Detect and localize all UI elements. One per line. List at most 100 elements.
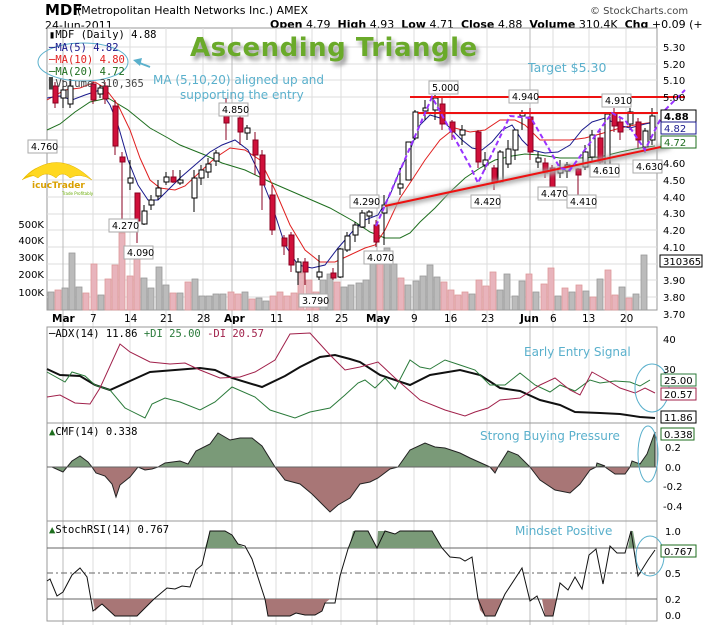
svg-text:20: 20 (620, 313, 633, 325)
ma20-line (46, 97, 656, 239)
svg-text:4.410: 4.410 (570, 197, 597, 208)
svg-text:4.88: 4.88 (664, 112, 689, 123)
svg-text:9: 9 (411, 313, 418, 325)
svg-text:4.630: 4.630 (636, 162, 663, 173)
svg-text:3.70: 3.70 (663, 310, 685, 321)
svg-text:11: 11 (270, 313, 283, 325)
svg-text:18: 18 (306, 313, 319, 325)
svg-text:20.57: 20.57 (664, 390, 693, 401)
svg-text:310365: 310365 (663, 257, 701, 268)
svg-text:4.60: 4.60 (663, 159, 685, 170)
adx-legend: ─ADX(14) 11.86 +DI 25.00 -DI 20.57 (49, 328, 264, 340)
svg-text:300K: 300K (18, 253, 44, 264)
price-tags: 4.88 4.82 4.72 310365 (659, 109, 703, 268)
cmf-area (47, 431, 656, 513)
svg-text:1.0: 1.0 (665, 527, 681, 538)
svg-text:0.767: 0.767 (664, 547, 693, 558)
cmf-legend: ▲CMF(14) 0.338 (49, 426, 138, 438)
icuctrader-logo: icucTrader Trade Profitably (21, 162, 94, 196)
legend-ma5: ─MA(5) 4.82 (49, 42, 119, 54)
volume-bars-icon: ▋ (49, 78, 56, 90)
target-note: Target $5.30 (528, 60, 607, 75)
stochrsi-legend: ▲StochRSI(14) 0.767 (49, 524, 170, 536)
svg-text:4.30: 4.30 (663, 209, 685, 220)
highlight-ellipse (635, 535, 665, 577)
zigzag-line (375, 89, 686, 227)
stochrsi-axis: 1.0 0.767 0.5 0.2 0.0 (660, 527, 697, 622)
svg-text:28: 28 (197, 313, 210, 325)
cmf-axis: 0.338 0.2 0.0 -0.2 -0.4 (660, 427, 695, 513)
ma-note-line2: supporting the entry (180, 88, 304, 102)
stochrsi-note: Mindset Positive (515, 524, 612, 538)
svg-text:0.0: 0.0 (665, 611, 681, 622)
line-swatch-icon: ─ (49, 42, 56, 54)
svg-text:7: 7 (90, 313, 97, 325)
candle-icon: ▮ (49, 29, 56, 41)
area-icon: ▲ (49, 426, 56, 438)
adx-note: Early Entry Signal (524, 345, 631, 359)
svg-text:4.40: 4.40 (663, 193, 685, 204)
svg-text:5.30: 5.30 (663, 43, 685, 54)
ma-highlight-ellipse (37, 42, 129, 82)
cmf-note: Strong Buying Pressure (480, 429, 620, 443)
svg-text:5.20: 5.20 (663, 60, 685, 71)
svg-text:4.070: 4.070 (367, 253, 394, 264)
svg-text:0.5: 0.5 (665, 569, 681, 580)
svg-text:5.00: 5.00 (663, 93, 685, 104)
svg-text:200K: 200K (18, 270, 44, 281)
svg-text:4.090: 4.090 (127, 248, 154, 259)
svg-text:11.86: 11.86 (664, 413, 693, 424)
company-name: (Metropolitan Health Networks Inc.) AMEX (77, 4, 309, 17)
svg-text:4.420: 4.420 (474, 197, 501, 208)
svg-text:Jun: Jun (519, 313, 539, 325)
svg-text:4.610: 4.610 (593, 166, 620, 177)
symbol: MDF (45, 1, 83, 19)
svg-text:4.72: 4.72 (664, 138, 686, 149)
svg-text:5.000: 5.000 (432, 83, 459, 94)
line-swatch-icon: ─ (49, 328, 56, 340)
stochrsi-fills (93, 531, 636, 616)
svg-text:14: 14 (124, 313, 138, 325)
svg-text:400K: 400K (18, 236, 44, 247)
line-swatch-icon: ─ (49, 66, 56, 78)
svg-text:4.760: 4.760 (31, 142, 58, 153)
plus-di-line (46, 359, 651, 419)
arrow-icon (133, 58, 151, 68)
svg-text:0.2: 0.2 (665, 443, 681, 454)
svg-text:0.2: 0.2 (665, 595, 681, 606)
svg-text:May: May (366, 313, 390, 325)
svg-text:4.850: 4.850 (222, 105, 249, 116)
svg-text:13: 13 (582, 313, 595, 325)
change-value: +0.09 (+1.88%) (651, 18, 703, 31)
svg-text:16: 16 (444, 313, 458, 325)
stochrsi-panel (46, 520, 658, 622)
svg-text:4.910: 4.910 (605, 96, 632, 107)
svg-text:Trade Profitably: Trade Profitably (61, 191, 94, 196)
svg-text:30: 30 (663, 365, 676, 376)
svg-text:25: 25 (335, 313, 348, 325)
svg-text:4.470: 4.470 (541, 189, 568, 200)
svg-text:4.50: 4.50 (663, 176, 685, 187)
legend-ma20: ─MA(20) 4.72 (49, 66, 125, 78)
triangle-trendlines (384, 96, 688, 210)
svg-text:25.00: 25.00 (664, 376, 693, 387)
area-icon: ▲ (49, 524, 56, 536)
volume-axis: 500K 400K 300K 200K 100K (18, 220, 44, 299)
svg-text:500K: 500K (18, 220, 44, 231)
line-swatch-icon: ─ (49, 54, 56, 66)
x-axis: Mar 7 14 21 28 Apr 11 18 25 May 9 16 23 … (52, 313, 633, 325)
highlight-ellipse (637, 425, 659, 483)
svg-text:0.338: 0.338 (664, 430, 693, 441)
adx-axis: 40 30 25.00 20.57 11.86 (660, 335, 697, 424)
minus-di-line (46, 332, 656, 417)
svg-text:100K: 100K (18, 288, 44, 299)
pattern-title: Ascending Triangle (190, 33, 478, 63)
svg-text:4.270: 4.270 (112, 221, 139, 232)
svg-text:3.790: 3.790 (302, 296, 329, 307)
price-legend-main: ▮MDF (Daily) 4.88 (49, 29, 157, 41)
price-callouts: 4.760 4.850 4.270 4.090 3.790 4.290 4.07… (27, 80, 663, 308)
svg-text:23: 23 (481, 313, 494, 325)
svg-text:-0.4: -0.4 (663, 502, 683, 513)
svg-text:5.10: 5.10 (663, 76, 685, 87)
